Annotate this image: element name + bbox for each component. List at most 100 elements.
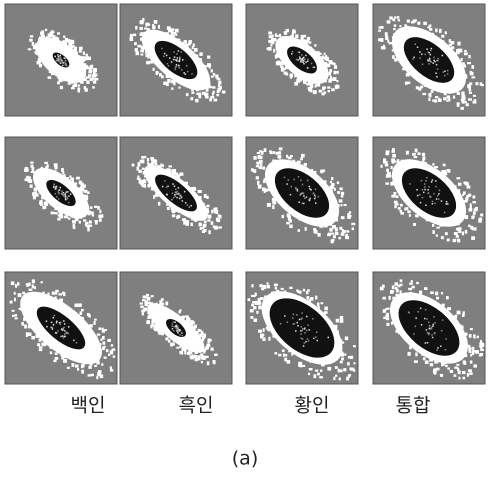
noise-dot — [305, 227, 307, 231]
caption: (a) — [232, 448, 258, 470]
speckle — [412, 58, 414, 60]
noise-dot — [65, 214, 69, 216]
speckle — [422, 189, 424, 191]
speckle — [432, 337, 434, 339]
speckle — [162, 186, 164, 188]
noise-dot — [327, 72, 331, 75]
noise-dot — [336, 71, 339, 74]
speckle — [64, 336, 66, 338]
noise-dot — [79, 221, 81, 224]
noise-dot — [191, 325, 194, 328]
speckle — [429, 325, 431, 327]
noise-dot — [389, 16, 393, 19]
noise-dot — [344, 230, 346, 233]
speckle — [176, 53, 178, 55]
noise-dot — [68, 42, 70, 45]
noise-dot — [345, 337, 348, 341]
noise-dot — [470, 226, 473, 230]
noise-dot — [273, 49, 275, 53]
noise-dot — [75, 304, 79, 308]
noise-dot — [76, 177, 80, 180]
noise-dot — [173, 339, 177, 342]
noise-dot — [256, 176, 259, 179]
noise-dot — [272, 35, 274, 37]
noise-dot — [467, 62, 471, 64]
noise-dot — [445, 365, 448, 367]
noise-dot — [148, 315, 151, 319]
speckle — [299, 319, 301, 321]
noise-dot — [53, 204, 56, 207]
noise-dot — [432, 163, 434, 165]
noise-dot — [318, 306, 320, 310]
speckle — [61, 193, 63, 195]
noise-dot — [421, 353, 424, 355]
noise-dot — [258, 306, 261, 310]
speckle — [171, 199, 173, 201]
noise-dot — [41, 58, 44, 62]
noise-dot — [465, 215, 468, 219]
noise-dot — [293, 160, 296, 163]
speckle — [56, 58, 58, 60]
noise-dot — [317, 303, 319, 307]
noise-dot — [277, 47, 281, 50]
noise-dot — [341, 195, 343, 198]
speckle — [68, 333, 70, 335]
noise-dot — [427, 26, 430, 28]
noise-dot — [141, 306, 143, 308]
noise-dot — [339, 199, 343, 202]
noise-dot — [151, 188, 154, 190]
noise-dot — [406, 151, 409, 155]
noise-dot — [22, 292, 25, 295]
noise-dot — [84, 184, 86, 187]
speckle — [164, 53, 166, 55]
noise-dot — [294, 163, 298, 167]
noise-dot — [412, 286, 415, 289]
noise-dot — [422, 153, 425, 155]
noise-dot — [37, 182, 40, 185]
speckle — [446, 203, 448, 205]
noise-dot — [461, 82, 463, 85]
noise-dot — [250, 309, 254, 312]
noise-dot — [286, 155, 288, 158]
speckle — [428, 63, 430, 65]
noise-dot — [150, 325, 152, 329]
speckle — [182, 200, 184, 202]
noise-dot — [335, 213, 339, 215]
speckle — [167, 63, 169, 65]
noise-dot — [90, 374, 94, 376]
speckle — [292, 317, 294, 319]
noise-dot — [94, 206, 98, 208]
speckle — [290, 194, 292, 196]
noise-dot — [18, 293, 22, 297]
noise-dot — [416, 282, 419, 284]
noise-dot — [290, 163, 293, 165]
speckle — [173, 326, 175, 328]
noise-dot — [63, 36, 65, 38]
speckle — [437, 69, 439, 71]
speckle — [426, 329, 428, 331]
speckle — [191, 73, 193, 75]
speckle — [58, 198, 60, 200]
speckle — [424, 183, 426, 185]
speckle — [444, 75, 446, 77]
speckle — [179, 57, 181, 59]
speckle — [284, 177, 286, 179]
noise-dot — [417, 79, 421, 82]
noise-dot — [32, 42, 34, 46]
speckle — [175, 189, 177, 191]
noise-dot — [394, 192, 397, 194]
noise-dot — [15, 314, 18, 316]
noise-dot — [467, 373, 469, 377]
speckle — [436, 76, 438, 78]
speckle — [301, 59, 303, 61]
noise-dot — [144, 175, 148, 177]
speckle — [46, 321, 48, 323]
noise-dot — [447, 239, 450, 242]
noise-dot — [398, 57, 401, 61]
noise-dot — [100, 350, 102, 353]
noise-dot — [386, 152, 390, 155]
noise-dot — [286, 222, 289, 224]
noise-dot — [471, 65, 474, 69]
noise-dot — [404, 24, 407, 28]
noise-dot — [340, 353, 344, 356]
